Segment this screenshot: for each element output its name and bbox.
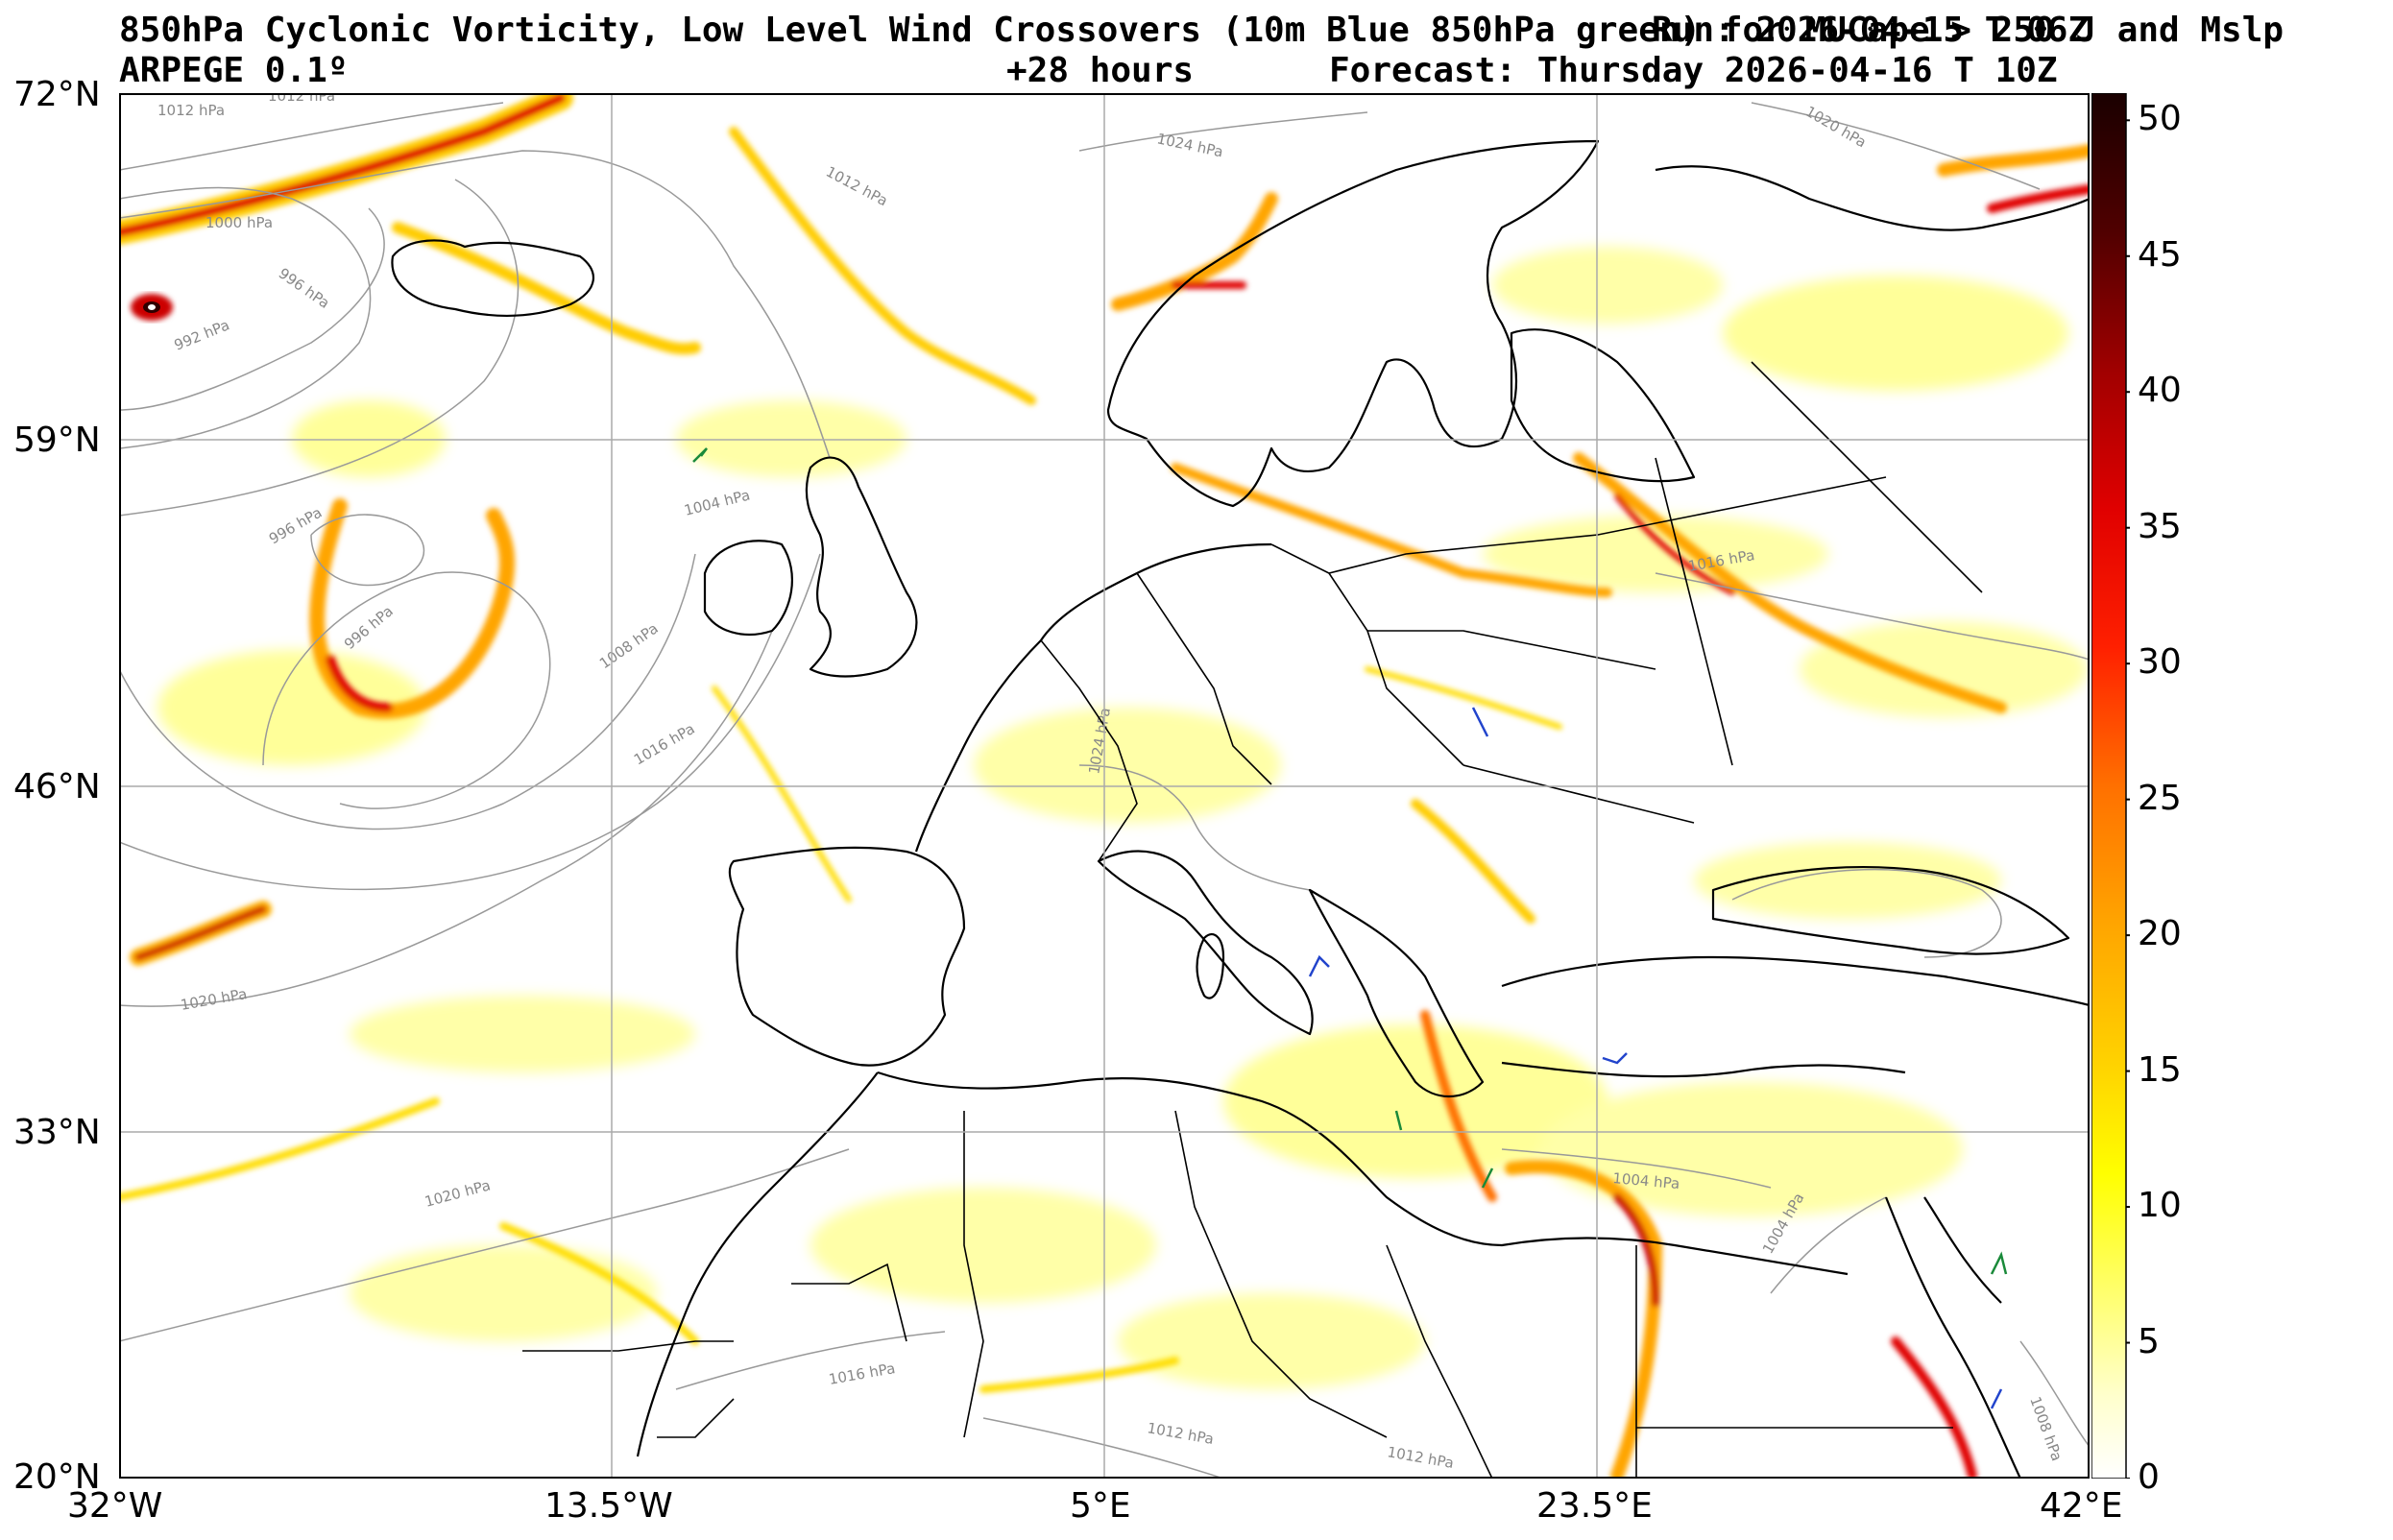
lon-label-13-5w: 13.5°W: [544, 1486, 673, 1526]
colorbar-tick-label: 20: [2138, 914, 2182, 954]
colorbar-tick-label: 50: [2138, 99, 2182, 139]
lon-label-32w: 32°W: [67, 1486, 163, 1526]
colorbar-tick-label: 25: [2138, 778, 2182, 818]
colorbar-tick-label: 40: [2138, 371, 2182, 411]
chart-title: 850hPa Cyclonic Vorticity, Low Level Win…: [119, 11, 2284, 50]
vorticity-streaks: [119, 93, 2090, 1479]
colorbar-tick-label: 35: [2138, 506, 2182, 546]
lon-label-42e: 42°E: [2040, 1486, 2123, 1526]
colorbar: [2091, 93, 2130, 1479]
colorbar-tick-label: 10: [2138, 1186, 2182, 1226]
graticule: [119, 93, 2090, 1479]
lon-label-5e: 5°E: [1070, 1486, 1131, 1526]
lat-label-20n: 20°N: [13, 1457, 101, 1497]
colorbar-tick-label: 5: [2138, 1321, 2160, 1361]
lead-time-label: +28 hours: [1006, 51, 1195, 90]
colorbar-tick-label: 30: [2138, 642, 2182, 683]
colorbar-tick-label: 15: [2138, 1049, 2182, 1090]
forecast-map: 1012 hPa 1012 hPa 1024 hPa 1020 hPa 1012…: [119, 93, 2090, 1479]
svg-text:1000 hPa: 1000 hPa: [205, 214, 273, 231]
colorbar-tick-label: 45: [2138, 234, 2182, 275]
lat-label-46n: 46°N: [13, 767, 101, 806]
cyclone-centre: [131, 294, 173, 321]
run-label: Run: 2026-04-15 T 06Z: [1652, 11, 2090, 50]
lon-label-23-5e: 23.5°E: [1536, 1486, 1653, 1526]
model-label: ARPEGE 0.1º: [119, 51, 349, 90]
lat-label-72n: 72°N: [13, 75, 101, 114]
lat-label-33n: 33°N: [13, 1113, 101, 1152]
colorbar-tick-label: 0: [2138, 1457, 2160, 1497]
svg-text:1012 hPa: 1012 hPa: [268, 93, 335, 105]
lat-label-59n: 59°N: [13, 421, 101, 460]
vorticity-field: [157, 247, 2088, 1389]
borders: [522, 361, 1983, 1479]
forecast-label: Forecast: Thursday 2026-04-16 T 10Z: [1329, 51, 2058, 90]
coastlines: [391, 139, 2090, 1479]
svg-text:1012 hPa: 1012 hPa: [157, 102, 225, 119]
wind-crossovers: [692, 447, 2008, 1409]
isobars: [119, 102, 2090, 1479]
